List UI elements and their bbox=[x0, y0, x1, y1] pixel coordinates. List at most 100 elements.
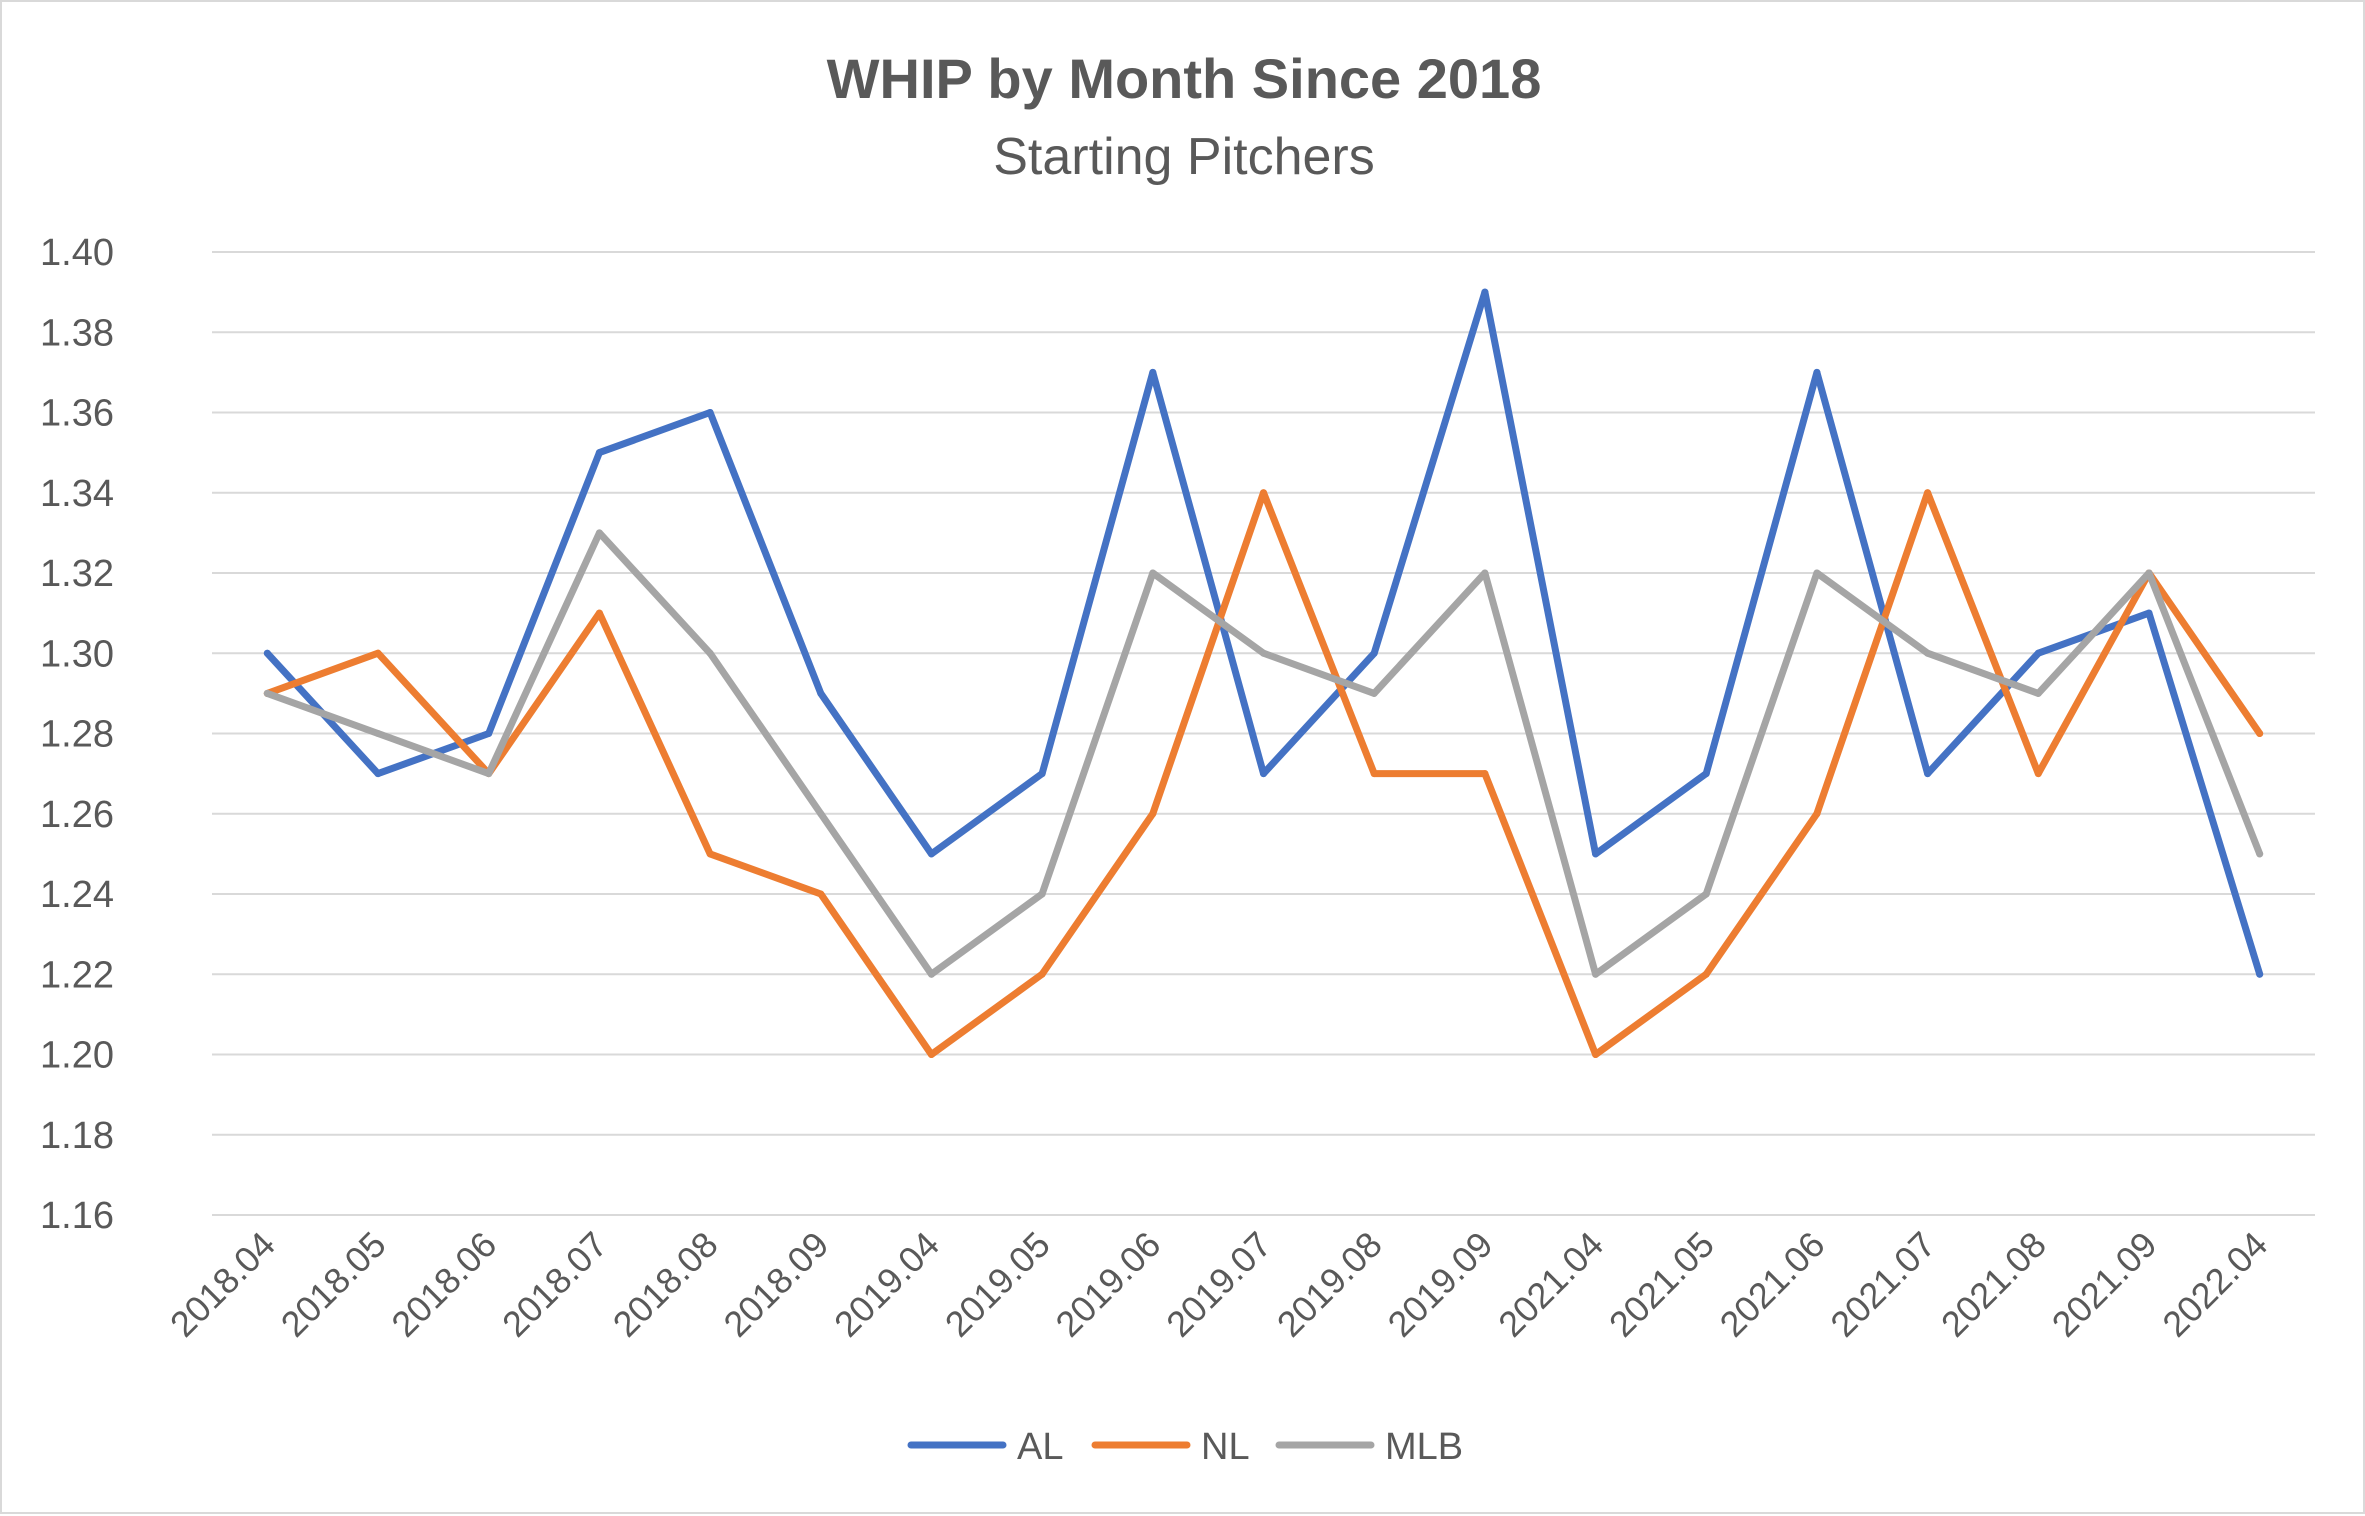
x-tick-label: 2018.05 bbox=[273, 1224, 394, 1345]
data-point-al bbox=[374, 770, 382, 778]
data-point-mlb bbox=[2256, 850, 2264, 858]
data-point-al bbox=[485, 730, 493, 737]
data-point-mlb bbox=[1481, 569, 1489, 577]
y-tick-label: 1.26 bbox=[40, 794, 114, 836]
data-point-mlb bbox=[485, 770, 493, 778]
data-point-mlb bbox=[1924, 649, 1932, 657]
x-tick-label: 2018.06 bbox=[383, 1224, 504, 1345]
x-tick-label: 2019.07 bbox=[1158, 1224, 1279, 1345]
y-tick-label: 1.30 bbox=[40, 633, 114, 675]
data-point-al bbox=[1813, 368, 1821, 376]
legend-label: MLB bbox=[1385, 1426, 1463, 1468]
data-point-nl bbox=[374, 649, 382, 657]
y-tick-label: 1.28 bbox=[40, 714, 114, 756]
y-tick-label: 1.38 bbox=[40, 312, 114, 354]
data-point-nl bbox=[1813, 810, 1821, 818]
data-point-mlb bbox=[2034, 689, 2042, 697]
data-point-al bbox=[706, 409, 714, 416]
x-tick-label: 2018.09 bbox=[715, 1224, 836, 1345]
series-line-mlb bbox=[263, 529, 2264, 978]
x-tick-label: 2018.08 bbox=[605, 1224, 726, 1345]
data-point-mlb bbox=[595, 529, 603, 537]
data-point-mlb bbox=[1702, 890, 1710, 898]
data-point-nl bbox=[2034, 770, 2042, 778]
data-point-al bbox=[1260, 770, 1267, 778]
data-point-nl bbox=[1370, 770, 1378, 778]
x-tick-label: 2019.09 bbox=[1380, 1224, 1501, 1345]
data-point-nl bbox=[2256, 730, 2264, 737]
y-tick-label: 1.24 bbox=[40, 874, 114, 916]
x-tick-label: 2022.04 bbox=[2154, 1224, 2275, 1345]
legend-item-nl: NL bbox=[1091, 1426, 1250, 1468]
x-tick-label: 2019.05 bbox=[937, 1224, 1058, 1345]
data-point-mlb bbox=[2145, 569, 2153, 577]
legend-item-mlb: MLB bbox=[1275, 1426, 1463, 1468]
data-point-al bbox=[1038, 770, 1046, 778]
data-point-mlb bbox=[1038, 890, 1046, 898]
data-point-nl bbox=[1592, 1051, 1600, 1058]
x-tick-label: 2021.04 bbox=[1490, 1224, 1611, 1345]
data-point-al bbox=[263, 649, 271, 657]
y-tick-label: 1.18 bbox=[40, 1115, 114, 1157]
data-point-al bbox=[2145, 609, 2153, 617]
legend-label: AL bbox=[1017, 1426, 1063, 1468]
chart-title: WHIP by Month Since 2018 bbox=[827, 47, 1542, 110]
data-point-al bbox=[817, 689, 825, 697]
data-point-mlb bbox=[1149, 569, 1157, 577]
series-lines bbox=[263, 288, 2264, 1058]
x-tick-label: 2019.08 bbox=[1269, 1224, 1390, 1345]
x-tick-label: 2021.08 bbox=[1933, 1224, 2054, 1345]
x-tick-label: 2021.05 bbox=[1601, 1224, 1722, 1345]
x-tick-label: 2021.09 bbox=[2044, 1224, 2165, 1345]
chart-subtitle: Starting Pitchers bbox=[993, 128, 1375, 186]
data-point-mlb bbox=[1813, 569, 1821, 577]
data-point-al bbox=[2034, 649, 2042, 657]
data-point-nl bbox=[1481, 770, 1489, 778]
data-point-nl bbox=[1038, 970, 1046, 978]
x-tick-label: 2018.07 bbox=[494, 1224, 615, 1345]
gridlines bbox=[212, 251, 2315, 1216]
data-point-al bbox=[1924, 770, 1932, 778]
data-point-al bbox=[1481, 288, 1489, 296]
x-tick-label: 2019.06 bbox=[1047, 1224, 1168, 1345]
y-tick-label: 1.22 bbox=[40, 954, 114, 996]
data-point-nl bbox=[706, 850, 714, 858]
data-point-nl bbox=[1924, 489, 1932, 497]
data-point-mlb bbox=[1260, 649, 1267, 657]
data-point-mlb bbox=[817, 810, 825, 818]
y-tick-label: 1.16 bbox=[40, 1195, 114, 1237]
data-point-nl bbox=[1149, 810, 1157, 818]
x-tick-label: 2021.06 bbox=[1712, 1224, 1833, 1345]
data-point-al bbox=[1592, 850, 1600, 858]
data-point-al bbox=[2256, 970, 2264, 978]
data-point-nl bbox=[1702, 970, 1710, 978]
data-point-nl bbox=[927, 1051, 935, 1058]
data-point-nl bbox=[595, 609, 603, 617]
x-tick-label: 2018.04 bbox=[162, 1224, 283, 1345]
legend: AL NL MLB bbox=[907, 1426, 1463, 1468]
y-axis-ticks: 1.16 1.18 1.20 1.22 1.24 1.26 1.28 1.30 1.32 1.34… bbox=[40, 232, 114, 1237]
y-tick-label: 1.40 bbox=[40, 232, 114, 274]
y-tick-label: 1.32 bbox=[40, 553, 114, 595]
series-line-al bbox=[263, 288, 2264, 978]
data-point-al bbox=[1149, 368, 1157, 376]
data-point-nl bbox=[817, 890, 825, 898]
x-tick-label: 2021.07 bbox=[1822, 1224, 1943, 1345]
data-point-nl bbox=[1260, 489, 1267, 497]
y-tick-label: 1.20 bbox=[40, 1035, 114, 1077]
x-tick-label: 2019.04 bbox=[826, 1224, 947, 1345]
y-tick-label: 1.34 bbox=[40, 473, 114, 515]
data-point-mlb bbox=[263, 689, 271, 697]
x-axis-ticks: 2018.042018.052018.062018.072018.082018.… bbox=[162, 1224, 2275, 1345]
data-point-mlb bbox=[374, 730, 382, 737]
data-point-al bbox=[927, 850, 935, 858]
data-point-al bbox=[595, 449, 603, 457]
data-point-al bbox=[1702, 770, 1710, 778]
data-point-mlb bbox=[927, 970, 935, 978]
data-point-mlb bbox=[706, 649, 714, 657]
data-point-mlb bbox=[1592, 970, 1600, 978]
y-tick-label: 1.36 bbox=[40, 393, 114, 435]
legend-item-al: AL bbox=[907, 1426, 1063, 1468]
